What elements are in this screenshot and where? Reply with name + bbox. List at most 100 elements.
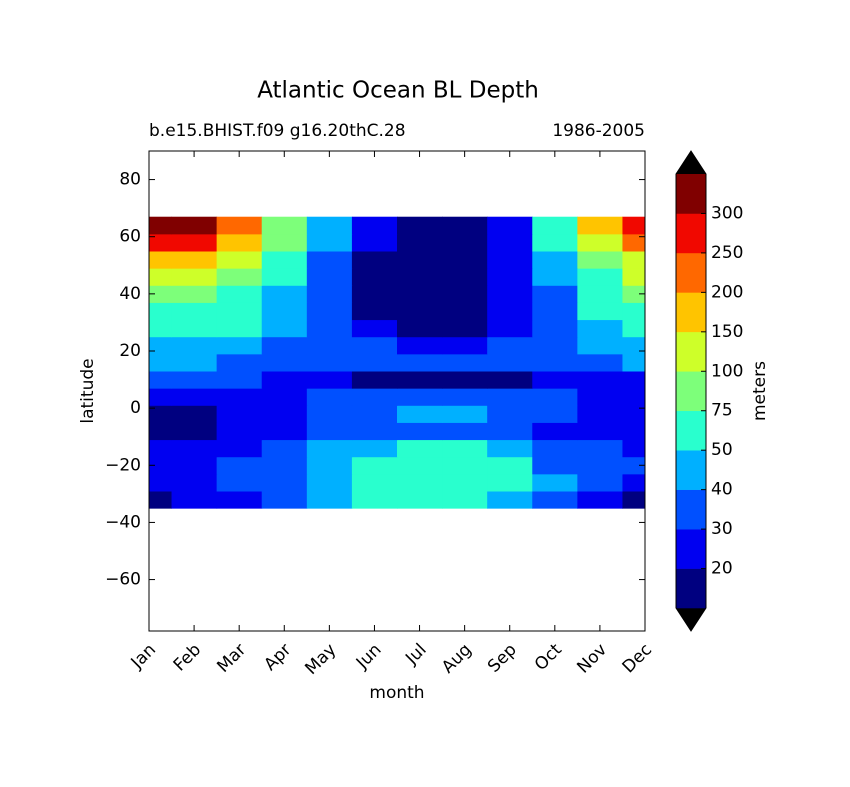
contour-cell: [397, 233, 443, 252]
x-tick-label: Apr: [260, 640, 295, 675]
contour-cell: [577, 285, 623, 303]
colorbar-segment: [676, 529, 706, 569]
contour-cell: [577, 302, 623, 321]
contour-cell: [487, 302, 533, 321]
contour-cell: [397, 251, 443, 269]
contour-cell: [577, 422, 623, 441]
x-tick-label: Dec: [619, 640, 656, 677]
contour-cell: [442, 216, 488, 235]
y-tick-label: 40: [119, 284, 141, 304]
contour-cell: [261, 233, 308, 252]
y-axis-label: latitude: [78, 358, 98, 423]
contour-cell: [171, 388, 218, 406]
colorbar-segment: [676, 292, 706, 333]
contour-cell: [397, 216, 443, 235]
contour-cell: [622, 439, 645, 458]
contour-cell: [442, 233, 488, 252]
chart-title: Atlantic Ocean BL Depth: [257, 78, 539, 104]
contour-cell: [351, 491, 398, 509]
colorbar-extend-bottom: [676, 608, 706, 631]
contour-cell: [261, 336, 308, 355]
x-axis-label: month: [369, 683, 424, 703]
contour-cell: [149, 439, 173, 458]
contour-cell: [487, 268, 533, 286]
x-tick-label: Feb: [170, 640, 205, 675]
contour-cell: [261, 388, 308, 406]
colorbar-extend-top: [676, 151, 706, 174]
contour-cell: [149, 422, 173, 441]
x-tick-label: Jun: [352, 640, 386, 674]
contour-cell: [149, 319, 173, 338]
colorbar-segment: [676, 252, 706, 293]
contour-cell: [306, 285, 353, 303]
colorbar-tick-label: 50: [711, 440, 733, 460]
contour-cell: [442, 251, 488, 269]
contour-cell: [532, 422, 578, 441]
contour-cell: [622, 473, 645, 492]
contour-cell: [171, 251, 218, 269]
contour-cell: [577, 353, 623, 372]
contour-cell: [149, 371, 173, 389]
contour-cell: [216, 473, 263, 492]
contour-cell: [442, 336, 488, 355]
contour-cell: [622, 268, 645, 286]
contour-cell: [261, 491, 308, 509]
contour-cell: [532, 336, 578, 355]
colorbar-tick-label: 150: [711, 322, 743, 342]
contour-cell: [487, 233, 533, 252]
contour-cell: [171, 233, 218, 252]
contour-cell: [171, 456, 218, 475]
contour-cell: [487, 336, 533, 355]
contour-cell: [149, 336, 173, 355]
contour-cell: [532, 491, 578, 509]
contour-cell: [306, 233, 353, 252]
contour-cell: [149, 285, 173, 303]
contour-cell: [622, 405, 645, 423]
colorbar-segment: [676, 450, 706, 490]
contour-cell: [351, 233, 398, 252]
contour-cell: [622, 491, 645, 509]
contour-cell: [532, 405, 578, 423]
contour-cell: [487, 251, 533, 269]
contour-cell: [577, 216, 623, 235]
subtitle-right: 1986-2005: [552, 121, 645, 141]
contour-cell: [622, 233, 645, 252]
contour-cell: [171, 353, 218, 372]
contour-cell: [261, 439, 308, 458]
contour-cell: [487, 285, 533, 303]
contour-cell: [397, 422, 443, 441]
contour-cell: [351, 216, 398, 235]
x-tick-label: Oct: [531, 640, 566, 675]
contour-cell: [149, 216, 173, 235]
x-tick-label: May: [301, 640, 340, 679]
contour-cell: [532, 216, 578, 235]
contour-cell: [442, 268, 488, 286]
contour-cell: [261, 422, 308, 441]
contour-cell: [351, 302, 398, 321]
y-tick-label: 60: [119, 227, 141, 247]
contour-cell: [577, 268, 623, 286]
contour-cell: [622, 353, 645, 372]
contour-cell: [149, 251, 173, 269]
contour-cell: [171, 439, 218, 458]
y-tick-label: 0: [130, 398, 141, 418]
contour-cell: [351, 353, 398, 372]
contour-cell: [351, 336, 398, 355]
contour-cell: [397, 491, 443, 509]
contour-cell: [171, 216, 218, 235]
y-tick-label: −60: [105, 570, 141, 590]
contour-cell: [577, 371, 623, 389]
contour-cell: [149, 302, 173, 321]
contour-cell: [487, 473, 533, 492]
contour-cell: [216, 216, 263, 235]
contour-cell: [216, 405, 263, 423]
contour-cell: [149, 473, 173, 492]
contour-cell: [261, 405, 308, 423]
contour-cell: [351, 422, 398, 441]
subtitle-left: b.e15.BHIST.f09 g16.20thC.28: [149, 121, 406, 141]
contour-cell: [171, 319, 218, 338]
contour-cell: [351, 456, 398, 475]
contour-cell: [216, 336, 263, 355]
contour-cell: [351, 285, 398, 303]
